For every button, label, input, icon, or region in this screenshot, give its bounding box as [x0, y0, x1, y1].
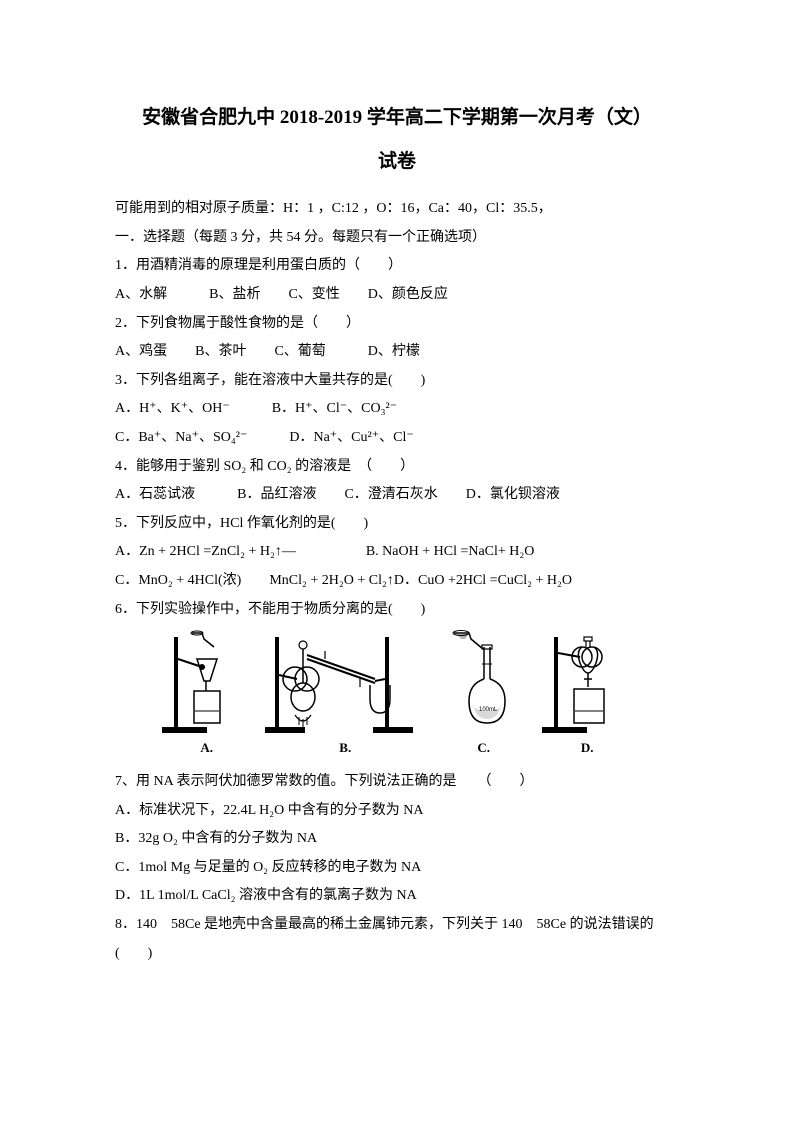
q3-stem: 3．下列各组离子，能在溶液中大量共存的是( )	[115, 368, 679, 395]
q6-stem: 6．下列实验操作中，不能用于物质分离的是( )	[115, 597, 679, 624]
q6-label-c: C.	[477, 736, 490, 761]
q6-fig-c: 100mL C.	[439, 629, 529, 761]
q3-options-cd: C．Ba⁺、Na⁺、SO₄²⁻ D．Na⁺、Cu²⁺、Cl⁻	[115, 425, 679, 452]
q3-options-ab: A．H⁺、K⁺、OH⁻ B．H⁺、Cl⁻、CO₃²⁻	[115, 396, 679, 423]
q7-stem: 7、用 NA 表示阿伏加德罗常数的值。下列说法正确的是 （ ）	[115, 769, 679, 796]
q8-stem-2: ( )	[115, 941, 679, 968]
q4-stem: 4．能够用于鉴别 SO₂ 和 CO₂ 的溶液是 （ ）	[115, 454, 679, 481]
q6-fig-b: B.	[265, 629, 425, 761]
filtration-icon	[162, 629, 252, 734]
q2-options: A、鸡蛋 B、茶叶 C、葡萄 D、柠檬	[115, 339, 679, 366]
q1-options: A、水解 B、盐析 C、变性 D、颜色反应	[115, 282, 679, 309]
q6-label-b: B.	[339, 736, 351, 761]
q6-figures: A. B.	[155, 631, 639, 761]
separating-funnel-icon	[542, 629, 632, 734]
q5-options-cd: C．MnO₂ + 4HCl(浓) MnCl₂ + 2H₂O + Cl₂↑D．Cu…	[115, 568, 679, 595]
q7-opt-a: A．标准状况下，22.4L H₂O 中含有的分子数为 NA	[115, 798, 679, 825]
q5-options-ab: A．Zn + 2HCl =ZnCl₂ + H₂↑— B. NaOH + HCl …	[115, 539, 679, 566]
q6-fig-a: A.	[162, 629, 252, 761]
q7-opt-c: C．1mol Mg 与足量的 O₂ 反应转移的电子数为 NA	[115, 855, 679, 882]
volumetric-flask-icon: 100mL	[439, 629, 529, 734]
q8-stem: 8．140 58Ce 是地壳中含量最高的稀土金属铈元素，下列关于 140 58C…	[115, 912, 679, 939]
q7-opt-d: D．1L 1mol/L CaCl₂ 溶液中含有的氯离子数为 NA	[115, 883, 679, 910]
distillation-icon	[265, 629, 425, 734]
exam-title: 安徽省合肥九中 2018-2019 学年高二下学期第一次月考（文）	[115, 100, 679, 136]
exam-subtitle: 试卷	[115, 144, 679, 180]
q6-label-a: A.	[200, 736, 213, 761]
section-1-heading: 一．选择题（每题 3 分，共 54 分。每题只有一个正确选项）	[115, 225, 679, 252]
q4-options: A．石蕊试液 B．品红溶液 C．澄清石灰水 D．氯化钡溶液	[115, 482, 679, 509]
q5-stem: 5．下列反应中，HCl 作氧化剂的是( )	[115, 511, 679, 538]
svg-text:100mL: 100mL	[479, 707, 498, 713]
q7-opt-b: B．32g O₂ 中含有的分子数为 NA	[115, 826, 679, 853]
q6-label-d: D.	[581, 736, 594, 761]
q6-fig-d: D.	[542, 629, 632, 761]
q2-stem: 2．下列食物属于酸性食物的是（ ）	[115, 311, 679, 338]
atomic-mass-note: 可能用到的相对原子质量：H：1 ，C:12 ，O：16，Ca：40，Cl：35.…	[115, 196, 679, 223]
q1-stem: 1．用酒精消毒的原理是利用蛋白质的（ ）	[115, 253, 679, 280]
